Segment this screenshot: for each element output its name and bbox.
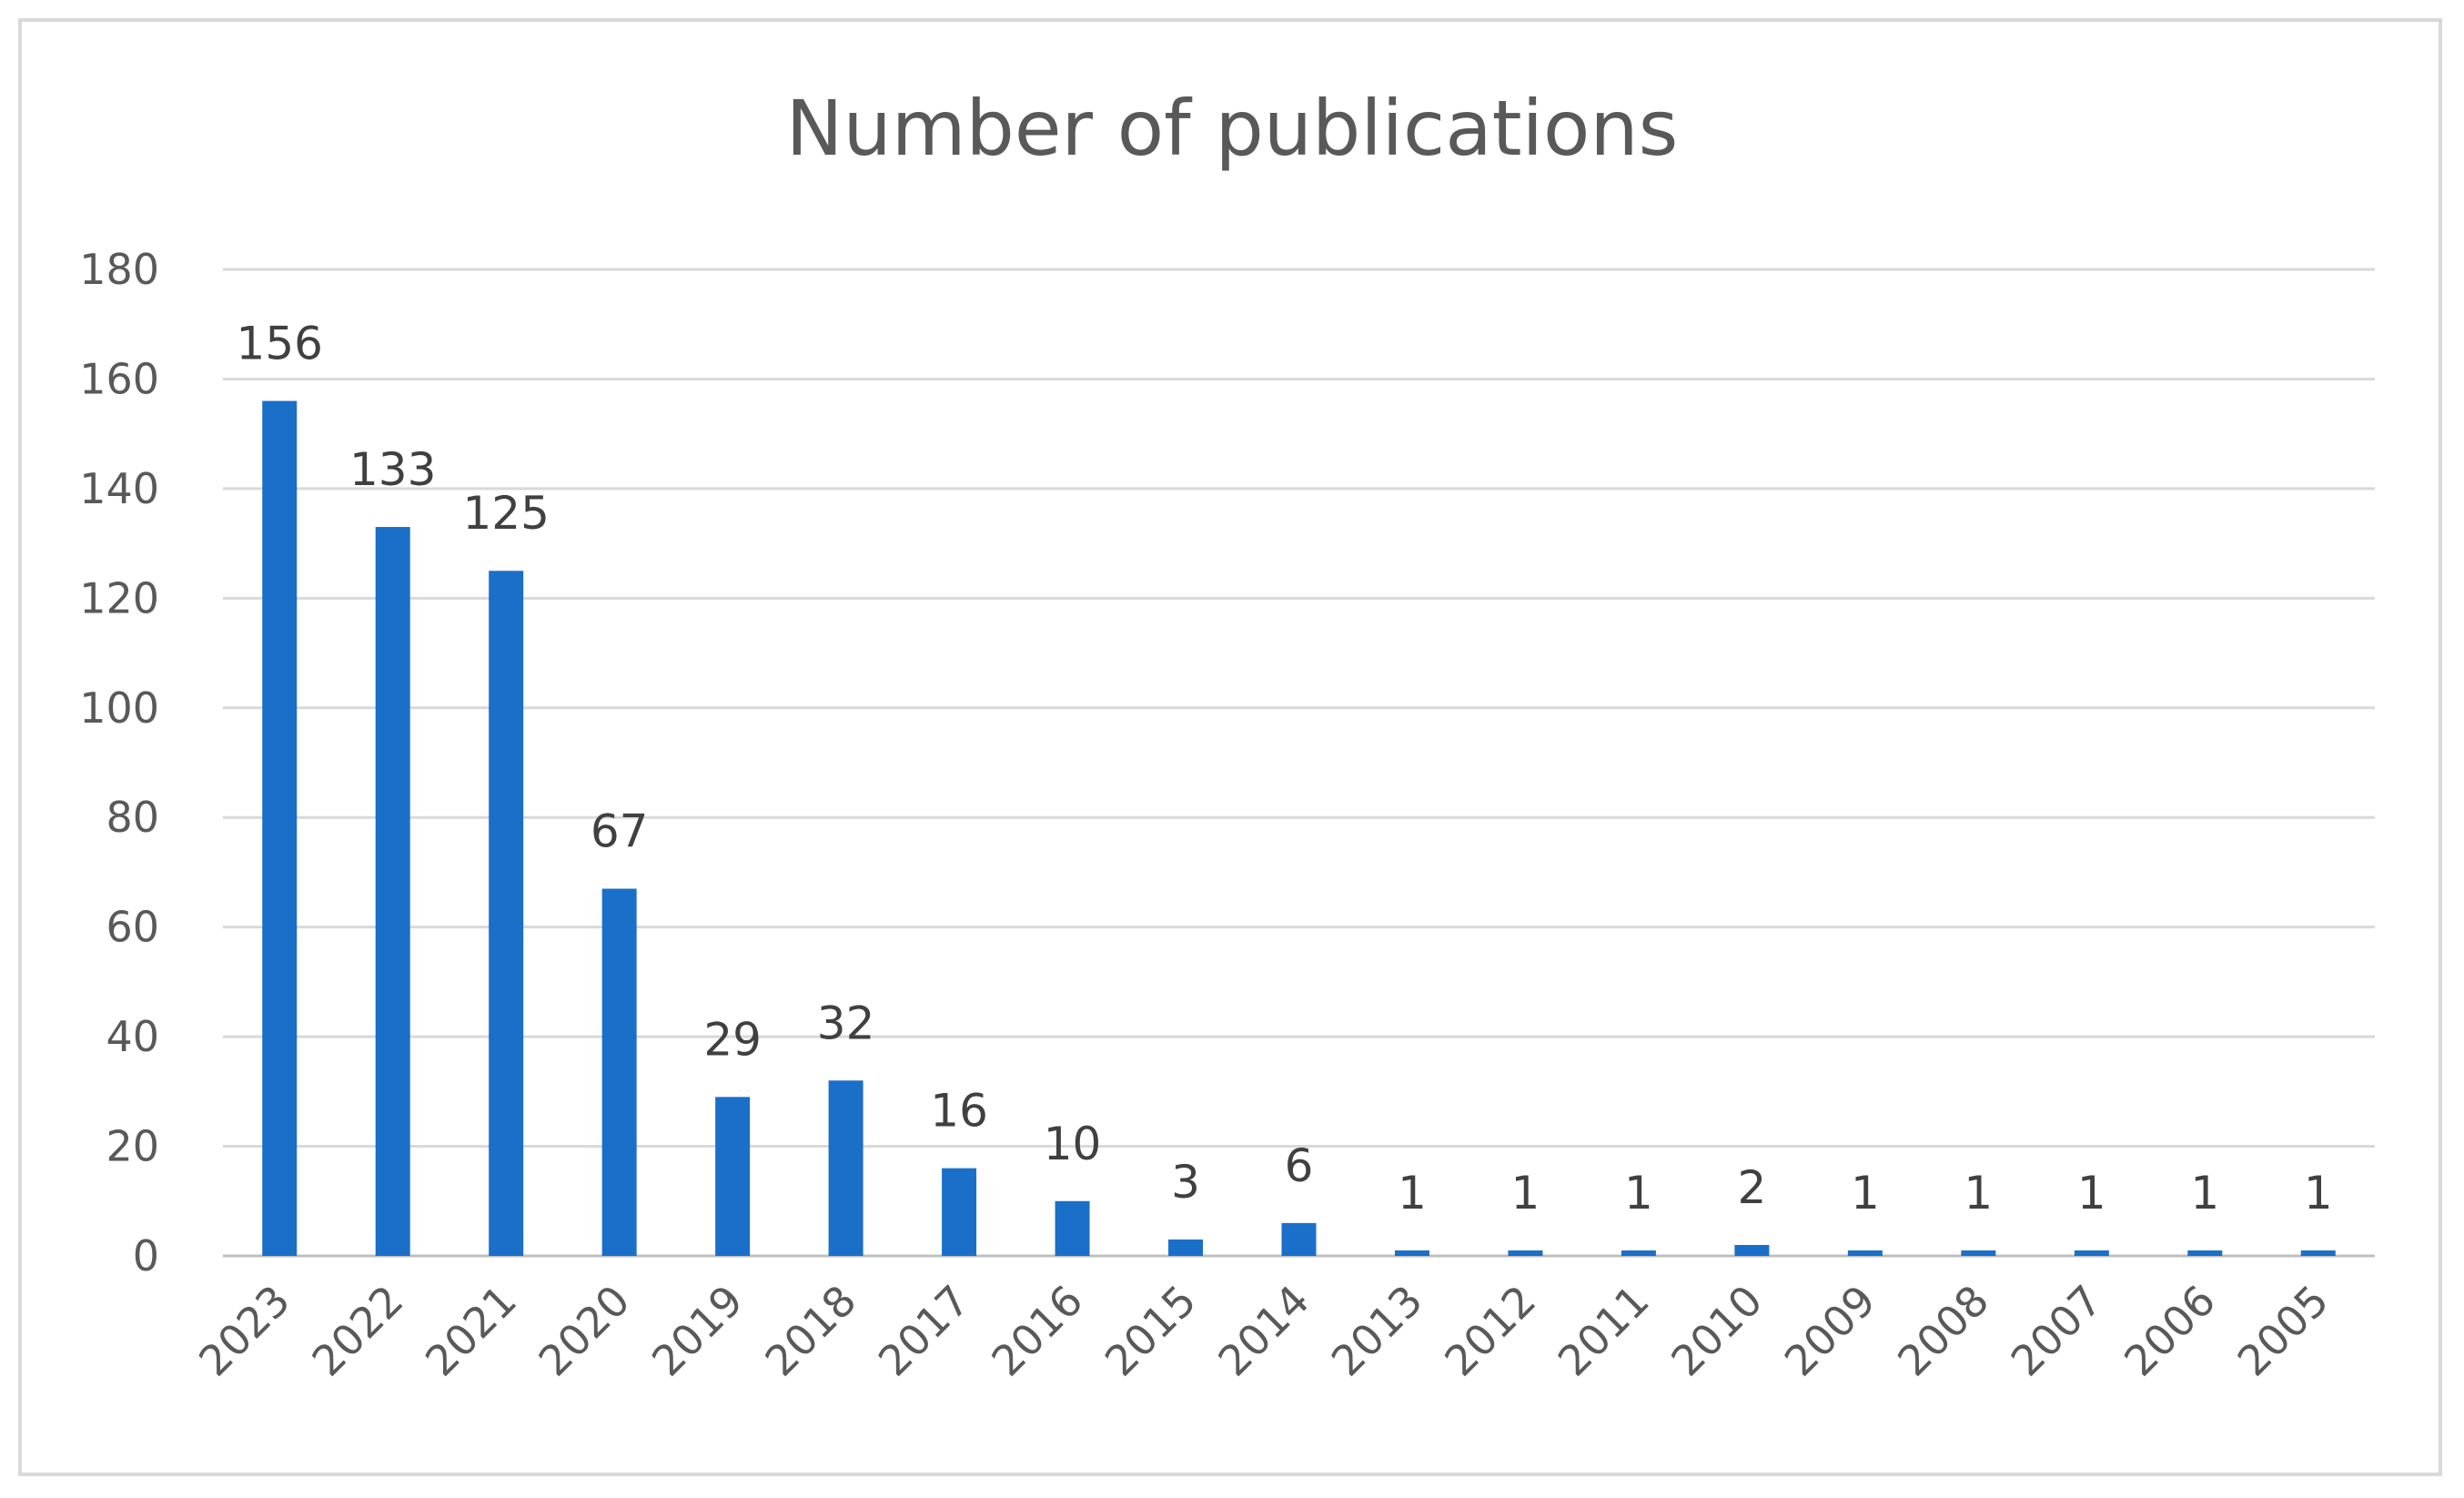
bar-2008 (1961, 1250, 1996, 1256)
data-label-2023: 156 (237, 318, 323, 370)
bars (262, 400, 2336, 1256)
bar-2019 (715, 1097, 751, 1256)
data-label-2011: 1 (1624, 1167, 1653, 1220)
bar-2017 (942, 1168, 977, 1256)
x-tick-label-2018: 2018 (755, 1276, 865, 1386)
x-tick-label-2017: 2017 (869, 1276, 979, 1386)
data-label-2022: 133 (349, 443, 436, 496)
data-label-2017: 16 (930, 1085, 988, 1138)
y-tick-label: 180 (79, 245, 159, 294)
data-label-2019: 29 (703, 1013, 762, 1066)
gridlines (223, 268, 2375, 1258)
data-label-2009: 1 (1851, 1167, 1880, 1220)
bar-2014 (1281, 1222, 1317, 1256)
data-labels: 156 133 125 67 29 32 16 10 3 6 1 1 1 2 1 1 1 1 1 (237, 318, 2333, 1220)
data-label-2010: 2 (1737, 1161, 1766, 1214)
y-tick-label: 160 (79, 354, 159, 403)
chart-title: Number of publications (786, 84, 1679, 173)
data-label-2006: 1 (2190, 1167, 2219, 1220)
y-tick-label: 40 (106, 1012, 159, 1061)
bar-2021 (489, 571, 524, 1256)
x-tick-label-2010: 2010 (1661, 1276, 1772, 1386)
y-tick-label: 120 (79, 573, 159, 622)
x-tick-label-2016: 2016 (982, 1276, 1092, 1386)
bar-2010 (1734, 1244, 1770, 1256)
chart-frame (18, 18, 2442, 1476)
bar-2011 (1621, 1250, 1656, 1256)
bar-2022 (375, 527, 410, 1256)
x-tick-label-2009: 2009 (1775, 1276, 1885, 1386)
bar-2013 (1394, 1250, 1429, 1256)
x-tick-label-2015: 2015 (1096, 1276, 1206, 1386)
bar-2023 (262, 400, 298, 1256)
bar-2020 (601, 888, 637, 1256)
x-tick-label-2022: 2022 (303, 1276, 413, 1386)
x-tick-label-2011: 2011 (1549, 1276, 1659, 1386)
x-tick-label-2021: 2021 (416, 1276, 526, 1386)
y-tick-label: 100 (79, 683, 159, 733)
bar-2016 (1055, 1200, 1090, 1256)
bar-2009 (1847, 1250, 1883, 1256)
x-tick-label-2014: 2014 (1208, 1276, 1318, 1386)
data-label-2013: 1 (1398, 1167, 1427, 1220)
bar-2012 (1508, 1250, 1543, 1256)
bar-2005 (2300, 1250, 2336, 1256)
x-tick-label-2013: 2013 (1322, 1276, 1432, 1386)
y-tick-label: 80 (106, 793, 159, 842)
bar-2006 (2187, 1250, 2223, 1256)
y-tick-label: 20 (106, 1122, 159, 1171)
x-tick-label-2005: 2005 (2228, 1276, 2338, 1386)
y-tick-label: 60 (106, 903, 159, 952)
x-axis-ticks: 2023 2022 2021 2020 2019 2018 2017 2016 2015 2014… (189, 1276, 2338, 1386)
x-tick-label-2006: 2006 (2115, 1276, 2225, 1386)
x-tick-label-2008: 2008 (1888, 1276, 1998, 1386)
x-tick-label-2023: 2023 (189, 1276, 299, 1386)
bar-2007 (2074, 1250, 2109, 1256)
bar-2015 (1168, 1239, 1204, 1256)
y-tick-label: 0 (133, 1231, 159, 1280)
data-label-2020: 67 (591, 805, 649, 858)
data-label-2016: 10 (1044, 1118, 1102, 1170)
data-label-2005: 1 (2304, 1167, 2333, 1220)
x-tick-label-2020: 2020 (529, 1276, 639, 1386)
y-tick-label: 140 (79, 464, 159, 513)
data-label-2008: 1 (1964, 1167, 1993, 1220)
x-tick-label-2019: 2019 (642, 1276, 752, 1386)
data-label-2007: 1 (2077, 1167, 2106, 1220)
data-label-2018: 32 (817, 997, 875, 1049)
data-label-2021: 125 (462, 487, 549, 540)
y-axis-ticks: 0 20 40 60 80 100 120 140 160 180 (79, 245, 159, 1280)
x-tick-label-2007: 2007 (2002, 1276, 2112, 1386)
data-label-2015: 3 (1171, 1156, 1200, 1209)
x-tick-label-2012: 2012 (1435, 1276, 1545, 1386)
bar-2018 (828, 1080, 863, 1256)
data-label-2012: 1 (1511, 1167, 1540, 1220)
data-label-2014: 6 (1285, 1139, 1314, 1192)
